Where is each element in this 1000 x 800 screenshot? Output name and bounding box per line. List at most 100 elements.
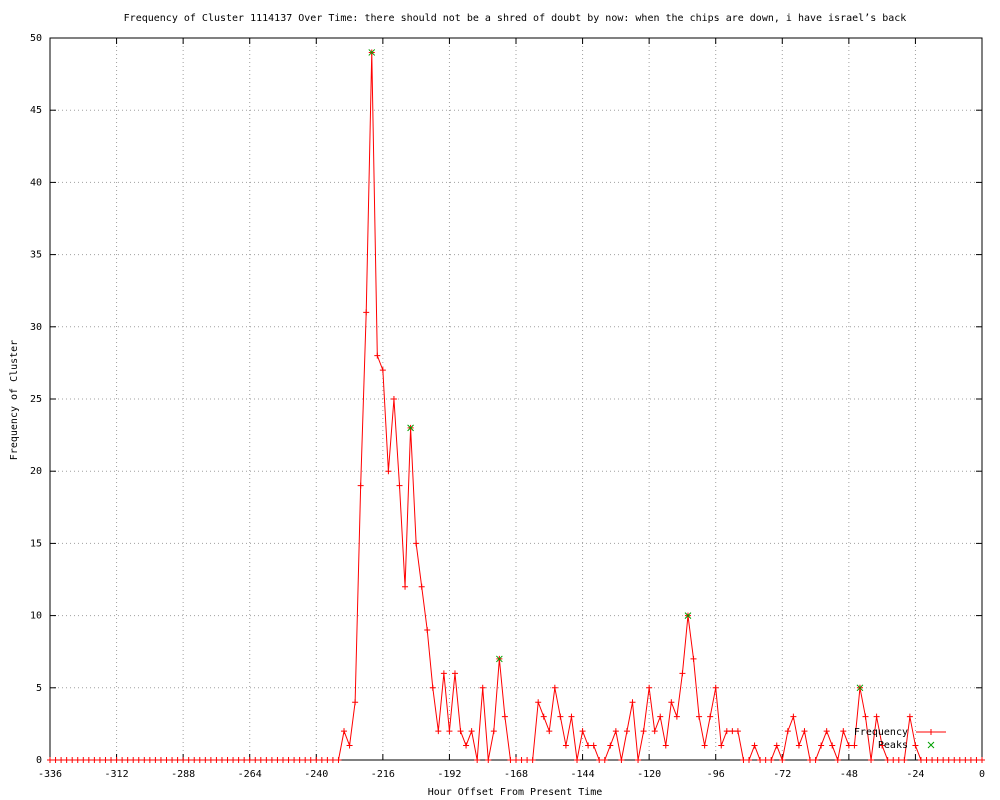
point-marker bbox=[740, 757, 747, 763]
peak-marker bbox=[684, 612, 692, 619]
point-marker bbox=[174, 757, 181, 763]
point-marker bbox=[196, 757, 203, 763]
legend-marker bbox=[927, 741, 935, 749]
x-tick-label: -168 bbox=[504, 769, 528, 780]
point-marker bbox=[873, 713, 880, 720]
point-marker bbox=[207, 757, 214, 763]
point-marker bbox=[152, 757, 159, 763]
point-marker bbox=[973, 757, 980, 763]
chart-title: Frequency of Cluster 1114137 Over Time: … bbox=[124, 13, 907, 24]
legend-marker bbox=[928, 729, 934, 735]
x-tick-label: -120 bbox=[637, 769, 661, 780]
y-tick-label: 30 bbox=[30, 322, 42, 333]
point-marker bbox=[468, 728, 475, 735]
point-marker bbox=[723, 728, 730, 735]
point-marker bbox=[135, 757, 142, 763]
point-marker bbox=[673, 713, 680, 720]
point-marker bbox=[379, 367, 386, 374]
point-marker bbox=[163, 757, 170, 763]
y-tick-label: 20 bbox=[30, 466, 42, 477]
point-marker bbox=[418, 583, 425, 590]
point-marker bbox=[618, 757, 625, 763]
point-marker bbox=[807, 757, 814, 763]
point-marker bbox=[324, 757, 331, 763]
point-marker bbox=[252, 757, 259, 763]
point-marker bbox=[74, 757, 81, 763]
point-marker bbox=[479, 684, 486, 691]
point-marker bbox=[790, 713, 797, 720]
y-tick-label: 40 bbox=[30, 177, 42, 188]
point-marker bbox=[712, 684, 719, 691]
point-marker bbox=[795, 742, 802, 749]
point-marker bbox=[146, 757, 153, 763]
point-marker bbox=[601, 757, 608, 763]
point-marker bbox=[169, 757, 176, 763]
point-marker bbox=[779, 757, 786, 763]
point-marker bbox=[701, 742, 708, 749]
x-tick-label: -336 bbox=[38, 769, 62, 780]
point-marker bbox=[834, 757, 841, 763]
point-marker bbox=[868, 757, 875, 763]
point-marker bbox=[784, 728, 791, 735]
point-marker bbox=[58, 757, 65, 763]
point-marker bbox=[157, 757, 164, 763]
point-marker bbox=[901, 757, 908, 763]
point-marker bbox=[801, 728, 808, 735]
point-marker bbox=[596, 757, 603, 763]
peak-marker bbox=[496, 655, 503, 663]
x-tick-label: -144 bbox=[571, 769, 595, 780]
x-tick-label: 0 bbox=[979, 769, 985, 780]
point-marker bbox=[357, 482, 364, 489]
point-marker bbox=[895, 757, 902, 763]
x-tick-label: -288 bbox=[171, 769, 195, 780]
point-marker bbox=[818, 742, 825, 749]
point-marker bbox=[912, 742, 919, 749]
point-marker bbox=[241, 757, 248, 763]
point-marker bbox=[929, 757, 936, 763]
point-marker bbox=[346, 742, 353, 749]
y-tick-label: 0 bbox=[36, 755, 42, 766]
point-marker bbox=[829, 742, 836, 749]
point-marker bbox=[696, 713, 703, 720]
point-marker bbox=[274, 757, 281, 763]
point-marker bbox=[91, 757, 98, 763]
x-tick-label: -72 bbox=[773, 769, 791, 780]
point-marker bbox=[390, 396, 397, 402]
point-marker bbox=[657, 713, 664, 720]
point-marker bbox=[845, 742, 852, 749]
y-tick-label: 25 bbox=[30, 394, 42, 405]
point-marker bbox=[651, 728, 658, 735]
point-marker bbox=[180, 757, 187, 763]
point-marker bbox=[108, 757, 115, 763]
point-marker bbox=[940, 757, 947, 763]
point-marker bbox=[934, 757, 941, 763]
point-marker bbox=[285, 757, 292, 763]
point-marker bbox=[574, 757, 581, 763]
point-marker bbox=[513, 757, 519, 763]
point-marker bbox=[690, 655, 697, 662]
point-marker bbox=[823, 728, 830, 735]
point-marker bbox=[246, 757, 253, 763]
x-axis-label: Hour Offset From Present Time bbox=[428, 787, 603, 798]
point-marker bbox=[579, 728, 586, 735]
peak-marker bbox=[368, 49, 376, 56]
point-marker bbox=[435, 728, 442, 735]
point-marker bbox=[546, 728, 553, 735]
point-marker bbox=[291, 757, 298, 763]
point-marker bbox=[490, 728, 497, 735]
legend-label: Peaks bbox=[878, 740, 908, 751]
point-marker bbox=[629, 699, 636, 706]
x-tick-label: -24 bbox=[906, 769, 924, 780]
x-tick-label: -264 bbox=[238, 769, 262, 780]
point-marker bbox=[551, 684, 558, 691]
point-marker bbox=[757, 757, 764, 763]
point-marker bbox=[374, 352, 381, 359]
point-marker bbox=[268, 757, 275, 763]
point-marker bbox=[768, 757, 775, 763]
y-tick-label: 45 bbox=[30, 105, 42, 116]
x-tick-label: -48 bbox=[840, 769, 858, 780]
point-marker bbox=[568, 713, 575, 720]
point-marker bbox=[429, 684, 436, 691]
point-marker bbox=[113, 757, 120, 763]
